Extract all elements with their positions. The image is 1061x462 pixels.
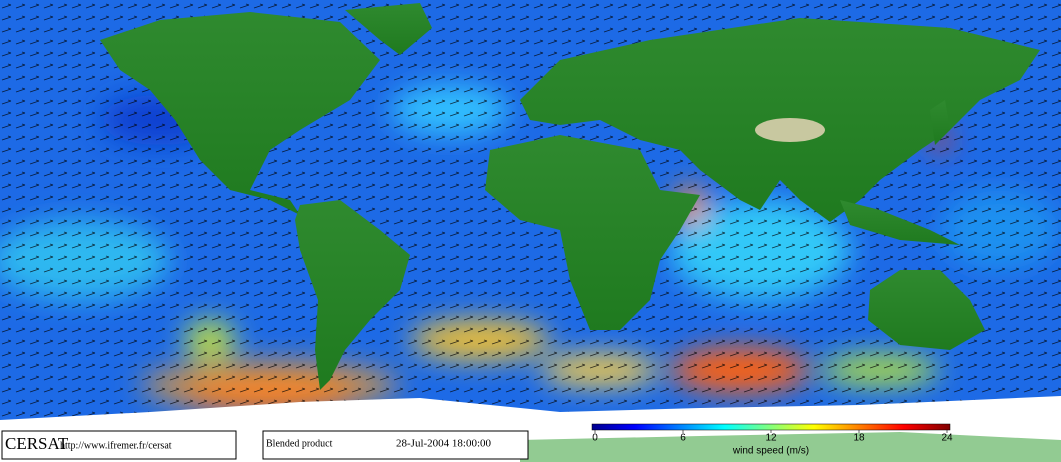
colorbar-label: wind speed (m/s) bbox=[732, 446, 809, 457]
date: 28-Jul-2004 18:00:00 bbox=[396, 438, 492, 450]
product: Blended product bbox=[266, 438, 333, 449]
plateau bbox=[755, 118, 825, 142]
colorbar-tick-label: 0 bbox=[592, 433, 598, 444]
colorbar-tick-label: 12 bbox=[765, 433, 777, 444]
logo: CERSAT bbox=[5, 434, 69, 453]
url: http://www.ifremer.fr/cersat bbox=[60, 440, 172, 451]
colorbar-tick-label: 18 bbox=[853, 433, 865, 444]
colorbar-tick-label: 24 bbox=[941, 433, 953, 444]
antarctica-relief bbox=[520, 432, 1061, 462]
logo-box bbox=[1, 430, 237, 460]
info-box bbox=[262, 430, 529, 460]
colorbar-tick-label: 6 bbox=[680, 433, 686, 444]
colorbar bbox=[591, 423, 951, 431]
